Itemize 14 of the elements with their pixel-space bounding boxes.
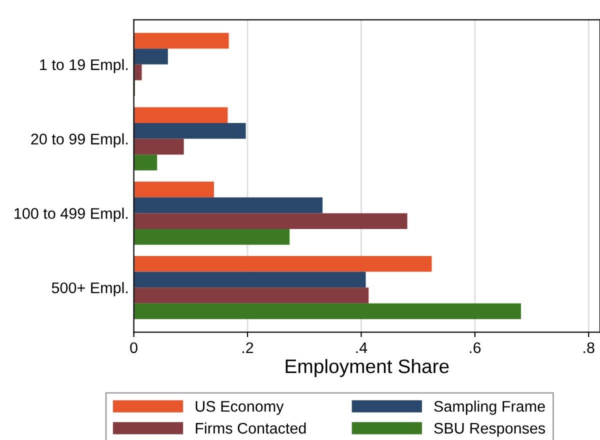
x-tick-label: .2	[242, 342, 254, 353]
x-tick-label: .6	[470, 342, 481, 354]
x-axis-title: Employment Share	[286, 358, 449, 378]
legend-label: Sampling Frame	[434, 400, 545, 415]
legend-label: Firms Contacted	[196, 422, 306, 434]
x-tick-label: 0	[130, 342, 138, 354]
y-tick-label: 500+ Empl.	[52, 282, 128, 296]
y-tick-label: 100 to 499 Empl.	[14, 208, 128, 222]
y-tick-label: 20 to 99 Empl.	[31, 133, 128, 148]
legend-label: US Economy	[196, 400, 284, 415]
y-tick-label: 1 to 19 Empl.	[40, 58, 128, 74]
x-tick-label: .4	[356, 342, 368, 353]
x-tick-label: .8	[584, 342, 594, 354]
legend-label: SBU Responses	[434, 422, 546, 437]
